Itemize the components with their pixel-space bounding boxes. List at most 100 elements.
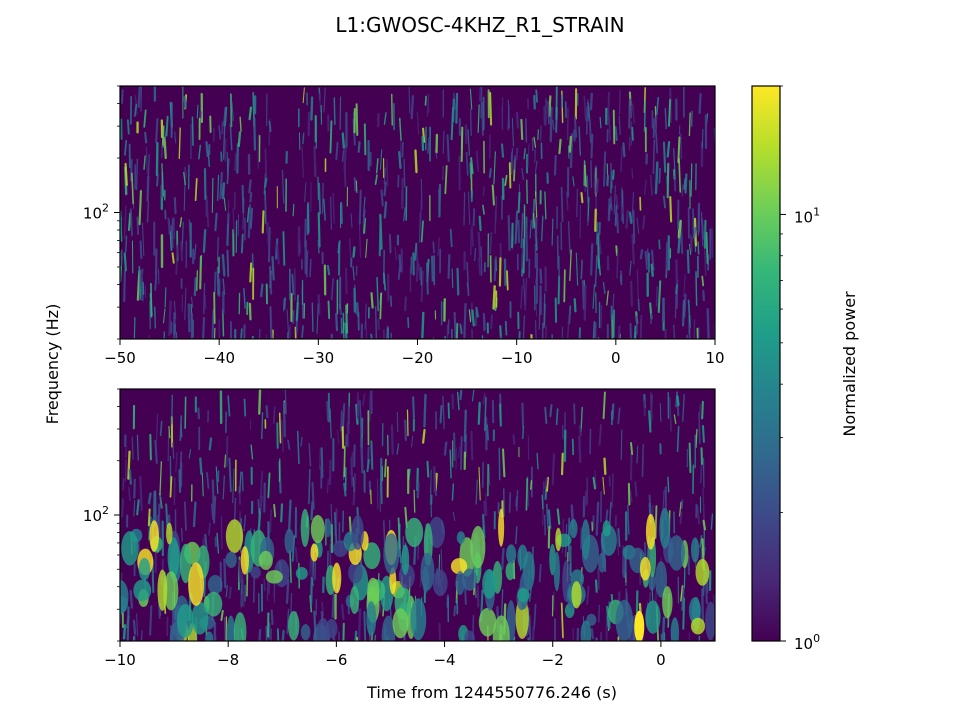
bottom-noise-streak bbox=[341, 402, 346, 429]
top-noise-streak bbox=[391, 93, 393, 126]
top-noise-streak bbox=[662, 141, 667, 173]
top-noise-streak bbox=[362, 217, 367, 234]
top-noise-streak bbox=[397, 265, 401, 281]
bottom-noise-streak bbox=[698, 635, 700, 641]
bottom-noise-streak bbox=[228, 457, 232, 493]
bottom-spectrogram-image bbox=[120, 389, 715, 641]
bottom-noise-streak bbox=[482, 514, 486, 539]
bottom-noise-streak bbox=[333, 512, 338, 544]
bottom-noise-streak bbox=[616, 528, 620, 556]
top-noise-streak bbox=[513, 155, 516, 170]
top-noise-streak bbox=[198, 144, 202, 160]
bottom-energy-blob bbox=[455, 570, 465, 596]
bottom-noise-streak bbox=[470, 430, 474, 461]
bottom-noise-streak bbox=[458, 446, 461, 459]
bottom-noise-streak bbox=[133, 500, 136, 517]
top-noise-streak bbox=[466, 262, 470, 296]
top-noise-streak bbox=[420, 220, 424, 243]
top-noise-streak bbox=[535, 89, 539, 103]
colorbar-label: Normalized power bbox=[840, 291, 859, 437]
bottom-energy-blob bbox=[662, 586, 673, 619]
top-noise-streak bbox=[673, 148, 676, 180]
top-noise-streak bbox=[200, 254, 203, 268]
top-noise-streak bbox=[520, 213, 524, 249]
top-noise-streak bbox=[213, 271, 217, 293]
bottom-noise-streak bbox=[270, 628, 272, 641]
top-noise-streak bbox=[521, 247, 524, 269]
top-noise-streak bbox=[607, 91, 610, 126]
top-noise-streak bbox=[386, 158, 389, 186]
bottom-noise-streak bbox=[546, 476, 549, 492]
top-noise-streak bbox=[467, 128, 471, 156]
top-noise-streak bbox=[283, 297, 287, 310]
bottom-noise-streak bbox=[137, 538, 141, 555]
top-noise-streak bbox=[655, 286, 658, 307]
top-noise-streak bbox=[701, 128, 704, 149]
bottom-noise-streak bbox=[206, 471, 210, 489]
bottom-energy-blob bbox=[233, 612, 247, 641]
top-noise-streak bbox=[677, 237, 681, 254]
top-noise-streak bbox=[468, 309, 472, 323]
top-noise-streak bbox=[223, 197, 227, 211]
bottom-noise-streak bbox=[555, 408, 559, 426]
top-y-tick-label: 102 bbox=[83, 202, 109, 223]
top-noise-streak bbox=[610, 195, 613, 212]
top-noise-streak bbox=[580, 259, 583, 280]
top-noise-streak bbox=[568, 135, 572, 153]
bottom-noise-streak bbox=[423, 393, 427, 428]
bottom-energy-blob bbox=[659, 508, 671, 549]
bottom-noise-streak bbox=[629, 489, 633, 503]
bottom-energy-blob bbox=[581, 519, 591, 560]
bottom-energy-blob bbox=[351, 515, 364, 550]
bottom-y-tick-label: 102 bbox=[83, 504, 109, 525]
top-noise-streak bbox=[561, 326, 564, 339]
top-noise-streak bbox=[467, 191, 471, 226]
top-noise-streak bbox=[206, 200, 210, 228]
bottom-noise-streak bbox=[688, 442, 692, 474]
bottom-noise-streak bbox=[228, 586, 232, 599]
top-noise-streak bbox=[426, 93, 430, 117]
top-noise-streak bbox=[543, 293, 546, 329]
top-noise-streak bbox=[248, 106, 253, 121]
top-noise-streak bbox=[629, 104, 633, 119]
bottom-noise-streak bbox=[452, 511, 456, 521]
top-noise-streak bbox=[193, 277, 197, 297]
top-noise-streak bbox=[123, 252, 127, 272]
bottom-energy-blob bbox=[428, 516, 446, 549]
bottom-noise-streak bbox=[410, 435, 414, 448]
top-noise-streak bbox=[183, 171, 186, 186]
bottom-noise-streak bbox=[155, 413, 159, 442]
bottom-noise-streak bbox=[320, 447, 324, 479]
bottom-noise-streak bbox=[337, 430, 339, 444]
top-noise-streak bbox=[668, 98, 672, 127]
top-noise-streak bbox=[214, 212, 218, 232]
bottom-noise-streak bbox=[603, 457, 607, 476]
top-noise-streak bbox=[521, 168, 525, 181]
bottom-noise-streak bbox=[681, 585, 685, 611]
top-noise-streak bbox=[363, 123, 367, 156]
bottom-energy-blob bbox=[667, 535, 685, 571]
top-noise-streak bbox=[383, 272, 387, 291]
bottom-noise-streak bbox=[681, 499, 684, 510]
bottom-noise-streak bbox=[478, 466, 481, 501]
bottom-noise-streak bbox=[154, 439, 158, 464]
top-noise-streak bbox=[163, 136, 167, 160]
bottom-noise-streak bbox=[699, 464, 703, 484]
bottom-energy-blob bbox=[405, 517, 424, 548]
top-noise-streak bbox=[514, 210, 518, 245]
bottom-noise-streak bbox=[374, 634, 377, 641]
bottom-noise-streak bbox=[227, 395, 231, 417]
top-noise-streak bbox=[268, 120, 272, 133]
top-noise-streak bbox=[455, 92, 459, 124]
top-noise-streak bbox=[154, 306, 156, 329]
top-noise-streak bbox=[211, 309, 215, 339]
top-noise-streak bbox=[664, 108, 667, 130]
top-noise-streak bbox=[339, 202, 343, 225]
bottom-noise-streak bbox=[442, 395, 445, 430]
top-noise-streak bbox=[193, 244, 197, 260]
top-noise-streak bbox=[688, 322, 691, 339]
top-noise-streak bbox=[508, 162, 512, 189]
top-noise-streak bbox=[164, 287, 167, 308]
bottom-noise-streak bbox=[404, 506, 408, 529]
top-noise-streak bbox=[213, 327, 216, 339]
